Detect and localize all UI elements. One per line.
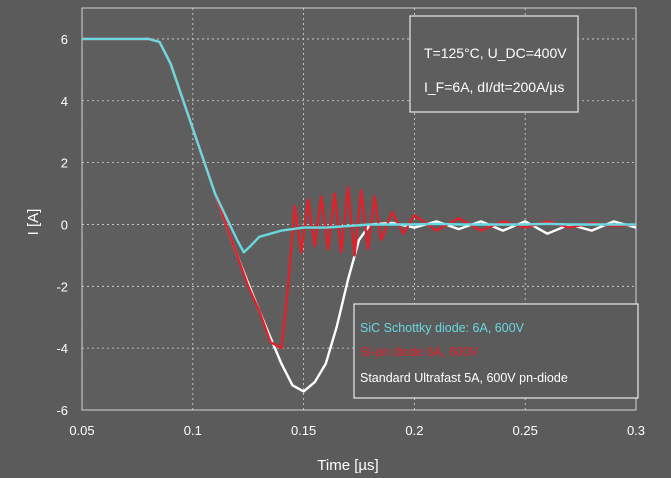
- series-layer: [82, 37, 637, 393]
- x-tick-label: 0.1: [184, 423, 202, 438]
- legend-entry-sic: SiC Schottky diode: 6A, 600V: [360, 321, 525, 335]
- y-tick-labels: 6 4 2 0 -2 -4 -6: [56, 32, 68, 418]
- legend: SiC Schottky diode: 6A, 600V Si-pn diode…: [353, 303, 639, 399]
- y-tick-label: -6: [56, 403, 68, 418]
- y-tick-label: 2: [61, 156, 68, 171]
- y-tick-label: 6: [61, 32, 68, 47]
- y-axis-label: I [A]: [25, 209, 42, 236]
- x-axis-label: Time [µs]: [317, 457, 378, 474]
- x-tick-label: 0.15: [291, 423, 316, 438]
- y-tick-label: -2: [56, 279, 68, 294]
- x-tick-labels: 0.05 0.1 0.15 0.2 0.25 0.3: [69, 423, 645, 438]
- conditions-line-1: T=125°C, U_DC=400V: [424, 45, 567, 61]
- y-tick-label: 0: [61, 217, 68, 232]
- y-tick-label: -4: [56, 341, 68, 356]
- x-tick-label: 0.3: [627, 423, 645, 438]
- x-tick-label: 0.2: [405, 423, 423, 438]
- conditions-line-2: I_F=6A, dI/dt=200A/µs: [424, 79, 564, 95]
- legend-entry-si-pn: Si-pn diode 6A, 600V: [360, 345, 479, 359]
- y-tick-label: 4: [61, 94, 68, 109]
- x-tick-label: 0.25: [513, 423, 538, 438]
- series-line-sic-schottky-diode-6a-600v: [82, 37, 636, 254]
- conditions-box: T=125°C, U_DC=400V I_F=6A, dI/dt=200A/µs: [409, 15, 579, 113]
- x-tick-label: 0.05: [69, 423, 94, 438]
- legend-entry-ultrafast: Standard Ultrafast 5A, 600V pn-diode: [360, 371, 568, 385]
